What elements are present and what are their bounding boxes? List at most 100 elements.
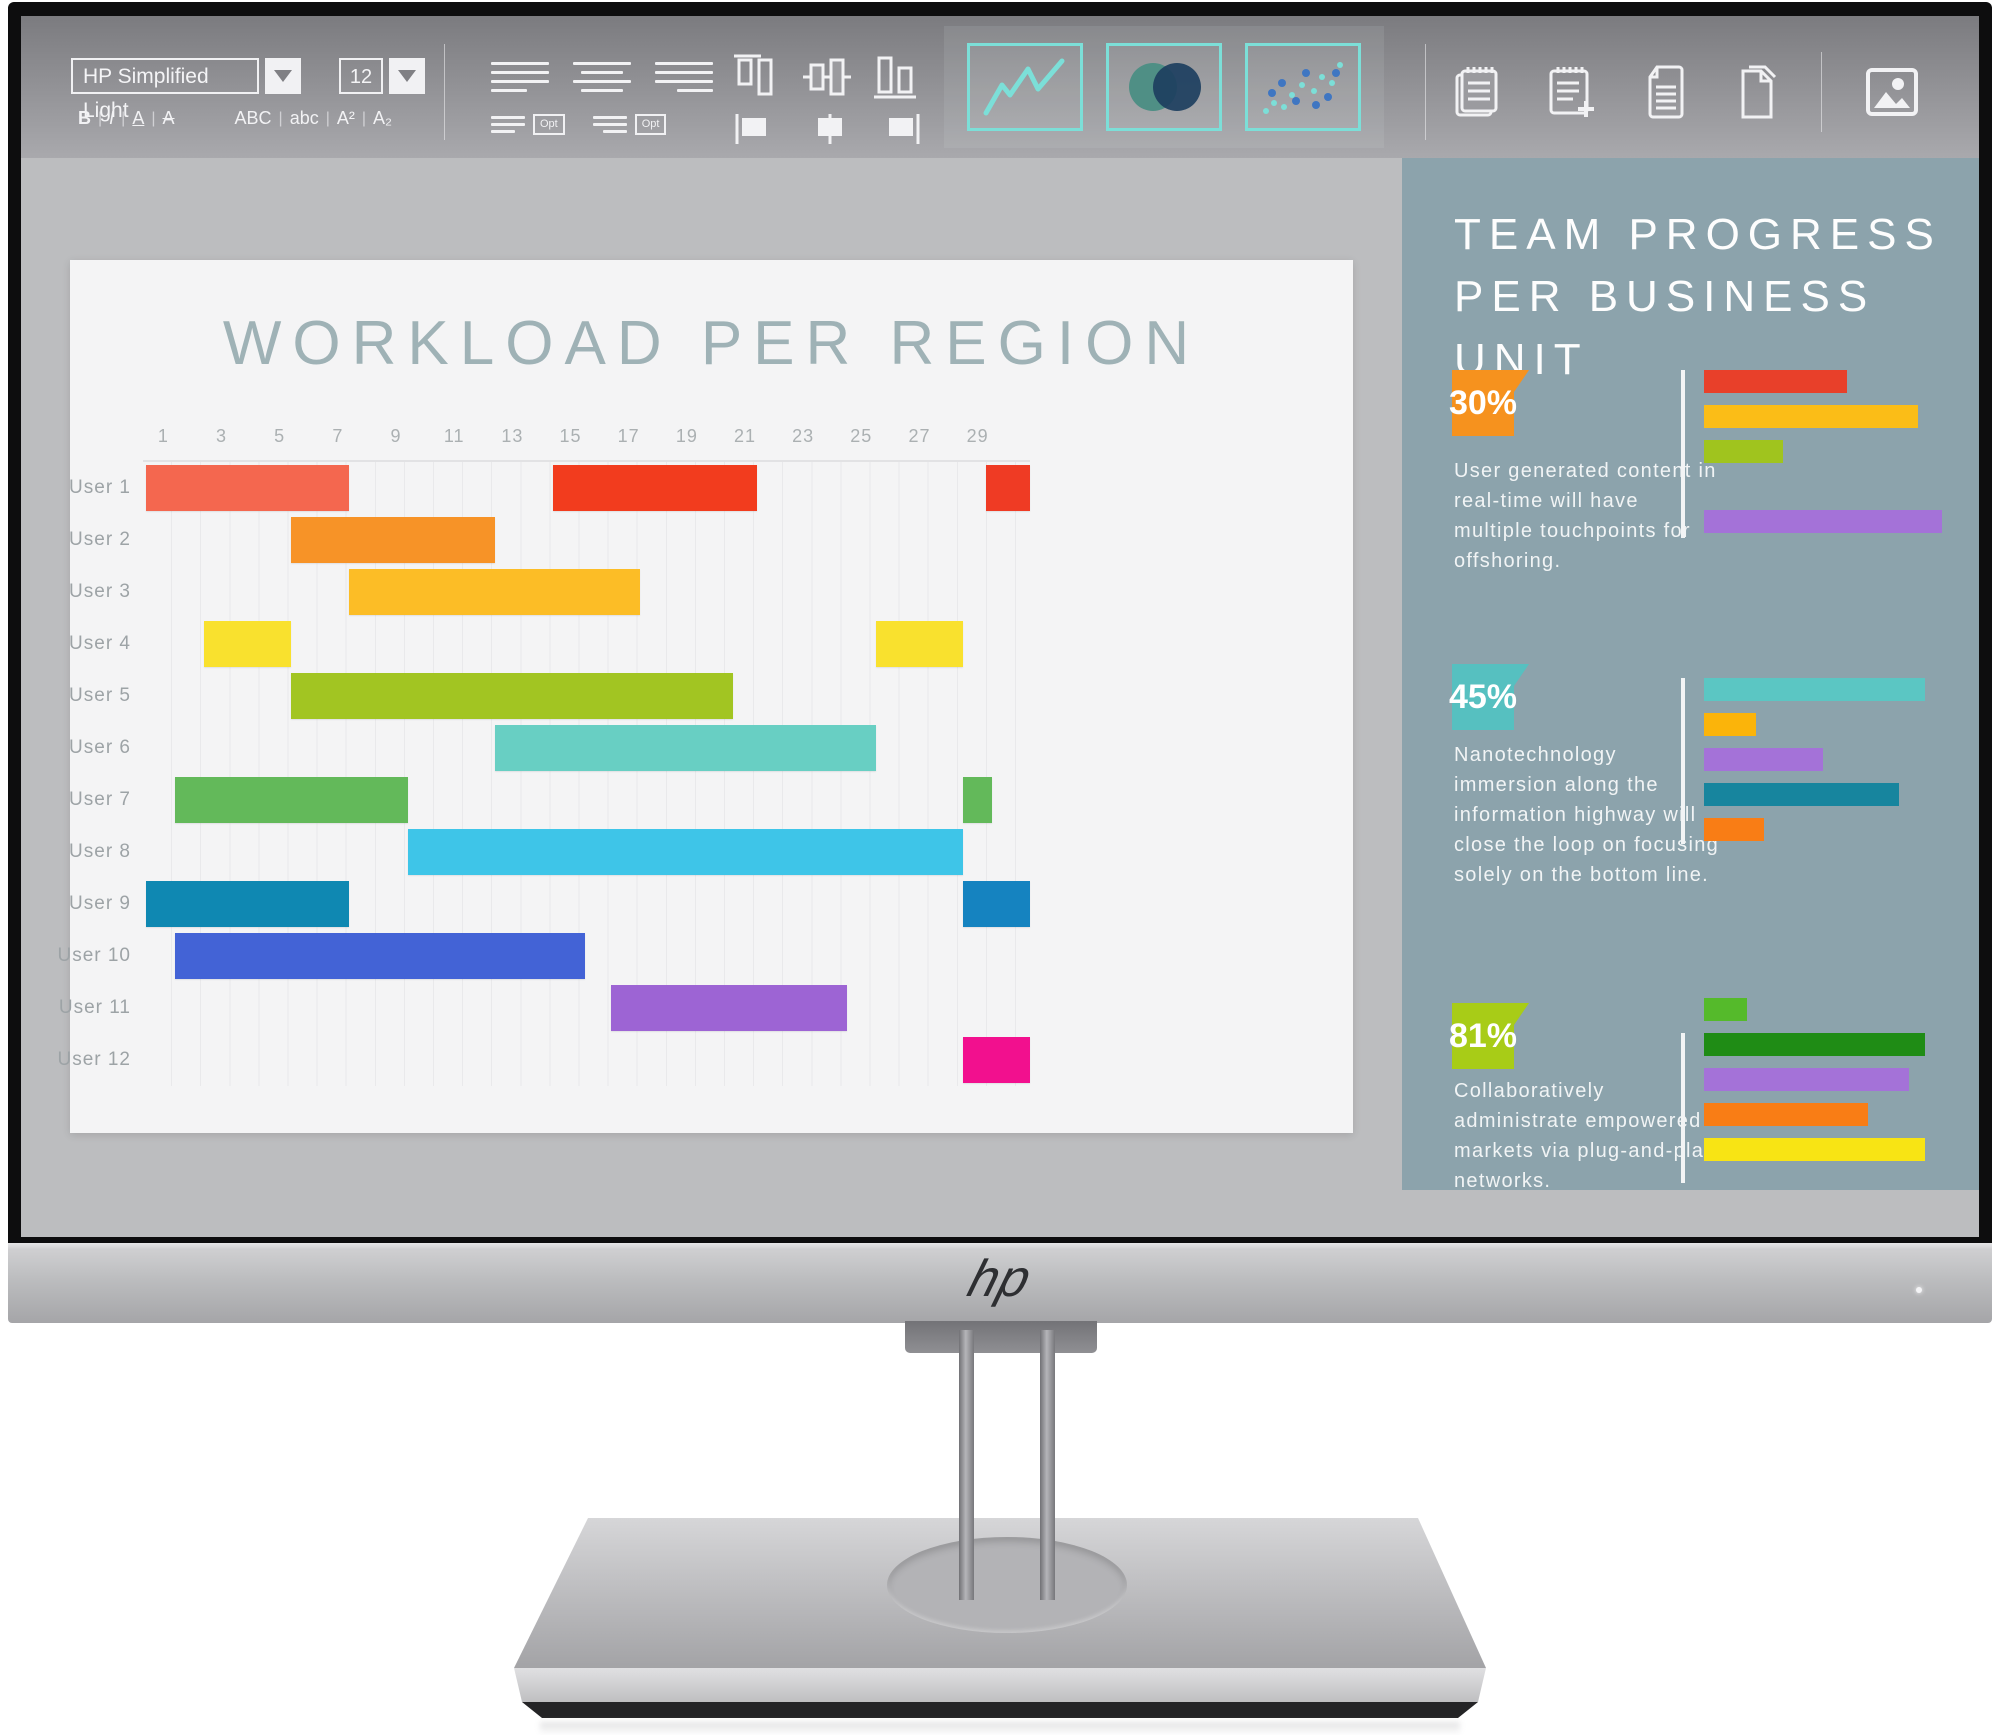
venn-diagram-icon <box>1129 63 1201 111</box>
gantt-axis-tick: 29 <box>966 426 989 446</box>
stat-badge-30: 30% <box>1449 370 1529 436</box>
format-strikethrough-button[interactable]: A <box>156 108 182 129</box>
format-separator: | <box>151 109 156 127</box>
align-bottom-icon[interactable] <box>871 52 923 102</box>
align-top-icon[interactable] <box>731 52 783 102</box>
gantt-row-label: User 2 <box>69 529 131 550</box>
stat-description-30: User generated content in real-time will… <box>1454 460 1717 572</box>
gantt-bar <box>963 1037 1030 1083</box>
stand-rod <box>959 1330 974 1600</box>
gantt-row: User 9 <box>69 878 1030 930</box>
gantt-row: User 7 <box>69 774 1030 826</box>
gantt-bar <box>145 881 350 927</box>
mini-chart-bar <box>1704 748 1823 771</box>
format-lowercase-button[interactable]: abc <box>283 108 326 129</box>
gantt-axis: 1 3 5 7 9 11 13 15 17 19 21 23 25 27 29 <box>143 426 1030 454</box>
gantt-row: User 1 <box>69 462 1030 514</box>
mini-chart-bar <box>1704 405 1919 428</box>
chevron-down-icon <box>274 70 292 82</box>
mini-chart-axis-line <box>1681 1033 1685 1183</box>
workspace: WORKLOAD PER REGION 1 3 5 7 9 11 13 15 17 19 21 23 2… <box>21 158 1979 1237</box>
mini-chart-bar <box>1704 1103 1869 1126</box>
gantt-axis-tick: 3 <box>216 426 228 446</box>
venn-diagram-button[interactable] <box>1106 43 1222 131</box>
align-middle-icon[interactable] <box>801 52 853 102</box>
scatter-plot-button[interactable] <box>1245 43 1361 131</box>
gantt-row-label: User 1 <box>69 477 131 498</box>
gantt-bar <box>174 933 586 979</box>
scatter-plot-icon <box>1263 62 1343 114</box>
document-copy-icon[interactable] <box>1731 63 1779 121</box>
mini-chart-bar <box>1704 440 1783 463</box>
indent-increase-icon[interactable]: Opt <box>491 112 565 137</box>
gantt-plot: User 1 User 2 User 3 User 4 User 5 User 6 User… <box>57 460 1030 1086</box>
gantt-axis-tick: 1 <box>157 426 169 446</box>
font-size-select[interactable]: 12 <box>339 58 383 94</box>
format-superscript-button[interactable]: A² <box>330 108 362 129</box>
format-bold-button[interactable]: B <box>71 108 98 129</box>
mini-chart-axis-line <box>1681 370 1685 538</box>
gantt-bar <box>986 465 1030 511</box>
mini-chart <box>1704 678 1942 853</box>
gantt-bar <box>407 829 964 875</box>
format-separator: | <box>278 109 283 127</box>
align-center-icon[interactable] <box>573 56 631 96</box>
format-italic-button[interactable]: I <box>102 108 121 129</box>
mini-chart-bar <box>1704 370 1847 393</box>
gantt-row: User 3 <box>69 566 1030 618</box>
gantt-row: User 11 <box>59 982 1030 1034</box>
mini-chart-bar <box>1704 1033 1926 1056</box>
stat-description-45: Nanotechnology immersion along the infor… <box>1454 744 1720 886</box>
indent-decrease-icon[interactable]: Opt <box>592 112 667 137</box>
gantt-row: User 6 <box>69 722 1030 774</box>
align-right-icon[interactable] <box>655 56 713 96</box>
screen: HP Simplified Light 12 B | I | A | A ABC | abc | A²… <box>21 16 1979 1237</box>
distribute-left-icon[interactable] <box>733 112 783 146</box>
gantt-axis-tick: 13 <box>501 426 524 446</box>
notepad-add-icon[interactable] <box>1545 63 1601 121</box>
align-left-icon[interactable] <box>491 56 549 96</box>
distribute-right-icon[interactable] <box>877 112 927 146</box>
gantt-axis-tick: 27 <box>908 426 931 446</box>
sidebar-title-line1: TEAM PROGRESS <box>1454 210 1942 259</box>
mini-chart-bar <box>1704 678 1926 701</box>
format-uppercase-button[interactable]: ABC <box>228 108 279 129</box>
toolbar-divider <box>1821 52 1822 132</box>
gantt-bar <box>875 621 964 667</box>
mini-chart <box>1704 998 1942 1173</box>
font-size-dropdown-button[interactable] <box>389 58 425 94</box>
line-chart-button[interactable] <box>967 43 1083 131</box>
gantt-axis-tick: 5 <box>274 426 286 446</box>
mini-chart-bar <box>1704 818 1764 841</box>
gantt-row-label: User 10 <box>57 945 131 966</box>
stand-bracket <box>905 1321 1097 1353</box>
font-family-select[interactable]: HP Simplified Light <box>71 58 259 122</box>
gantt-bar <box>204 621 292 667</box>
notepad-icon[interactable] <box>1451 63 1503 121</box>
indent-option-label: Opt <box>533 114 565 135</box>
toolbar-divider <box>1425 44 1426 140</box>
font-family-dropdown-button[interactable] <box>265 58 301 94</box>
power-led <box>1916 1287 1922 1293</box>
mini-chart-axis-line <box>1681 678 1685 844</box>
monitor-bezel: HP Simplified Light 12 B | I | A | A ABC | abc | A²… <box>8 2 1992 1243</box>
gantt-bar <box>291 673 734 719</box>
sidebar-panel: TEAM PROGRESS PER BUSINESS UNIT 30% User… <box>1402 158 1979 1192</box>
format-underline-button[interactable]: A <box>125 108 151 129</box>
gantt-bar <box>174 777 408 823</box>
image-icon[interactable] <box>1864 66 1920 118</box>
gantt-row-label: User 12 <box>57 1049 131 1070</box>
document-text-icon[interactable] <box>1643 63 1689 121</box>
format-subscript-button[interactable]: A₂ <box>366 108 399 129</box>
line-chart-icon <box>983 58 1065 116</box>
distribute-center-icon[interactable] <box>805 112 855 146</box>
format-buttons: B | I | A | A ABC | abc | A² | A₂ <box>71 108 401 129</box>
chevron-down-icon <box>398 70 416 82</box>
indent-option-label: Opt <box>634 114 667 135</box>
gantt-row-label: User 9 <box>69 893 131 914</box>
document-canvas[interactable]: WORKLOAD PER REGION 1 3 5 7 9 11 13 15 17 19 21 23 2… <box>57 260 1353 1133</box>
gantt-bar <box>494 725 876 771</box>
stand-plate <box>887 1537 1127 1633</box>
gantt-axis-tick: 9 <box>390 426 402 446</box>
gantt-row-label: User 11 <box>58 997 131 1018</box>
